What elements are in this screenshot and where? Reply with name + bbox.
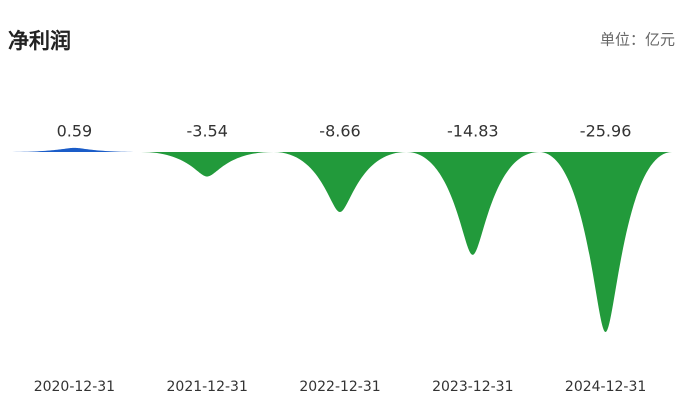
unit-label: 单位：亿元: [600, 31, 675, 49]
x-tick-label: 2021-12-31: [167, 379, 248, 395]
x-tick-label: 2023-12-31: [432, 379, 513, 395]
spike-bar: [140, 152, 274, 177]
value-label: 0.59: [57, 122, 93, 141]
x-tick-label: 2024-12-31: [565, 379, 646, 395]
value-label: -8.66: [319, 122, 360, 141]
value-label: -25.96: [580, 122, 632, 141]
spike-bar: [273, 152, 407, 213]
chart-title: 净利润: [8, 29, 71, 53]
value-label: -3.54: [186, 122, 227, 141]
value-label: -14.83: [447, 122, 499, 141]
x-tick-label: 2022-12-31: [299, 379, 380, 395]
spike-bar: [406, 152, 540, 255]
x-tick-label: 2020-12-31: [34, 379, 115, 395]
spike-bar: [539, 152, 672, 332]
spike-bar: [8, 147, 141, 152]
